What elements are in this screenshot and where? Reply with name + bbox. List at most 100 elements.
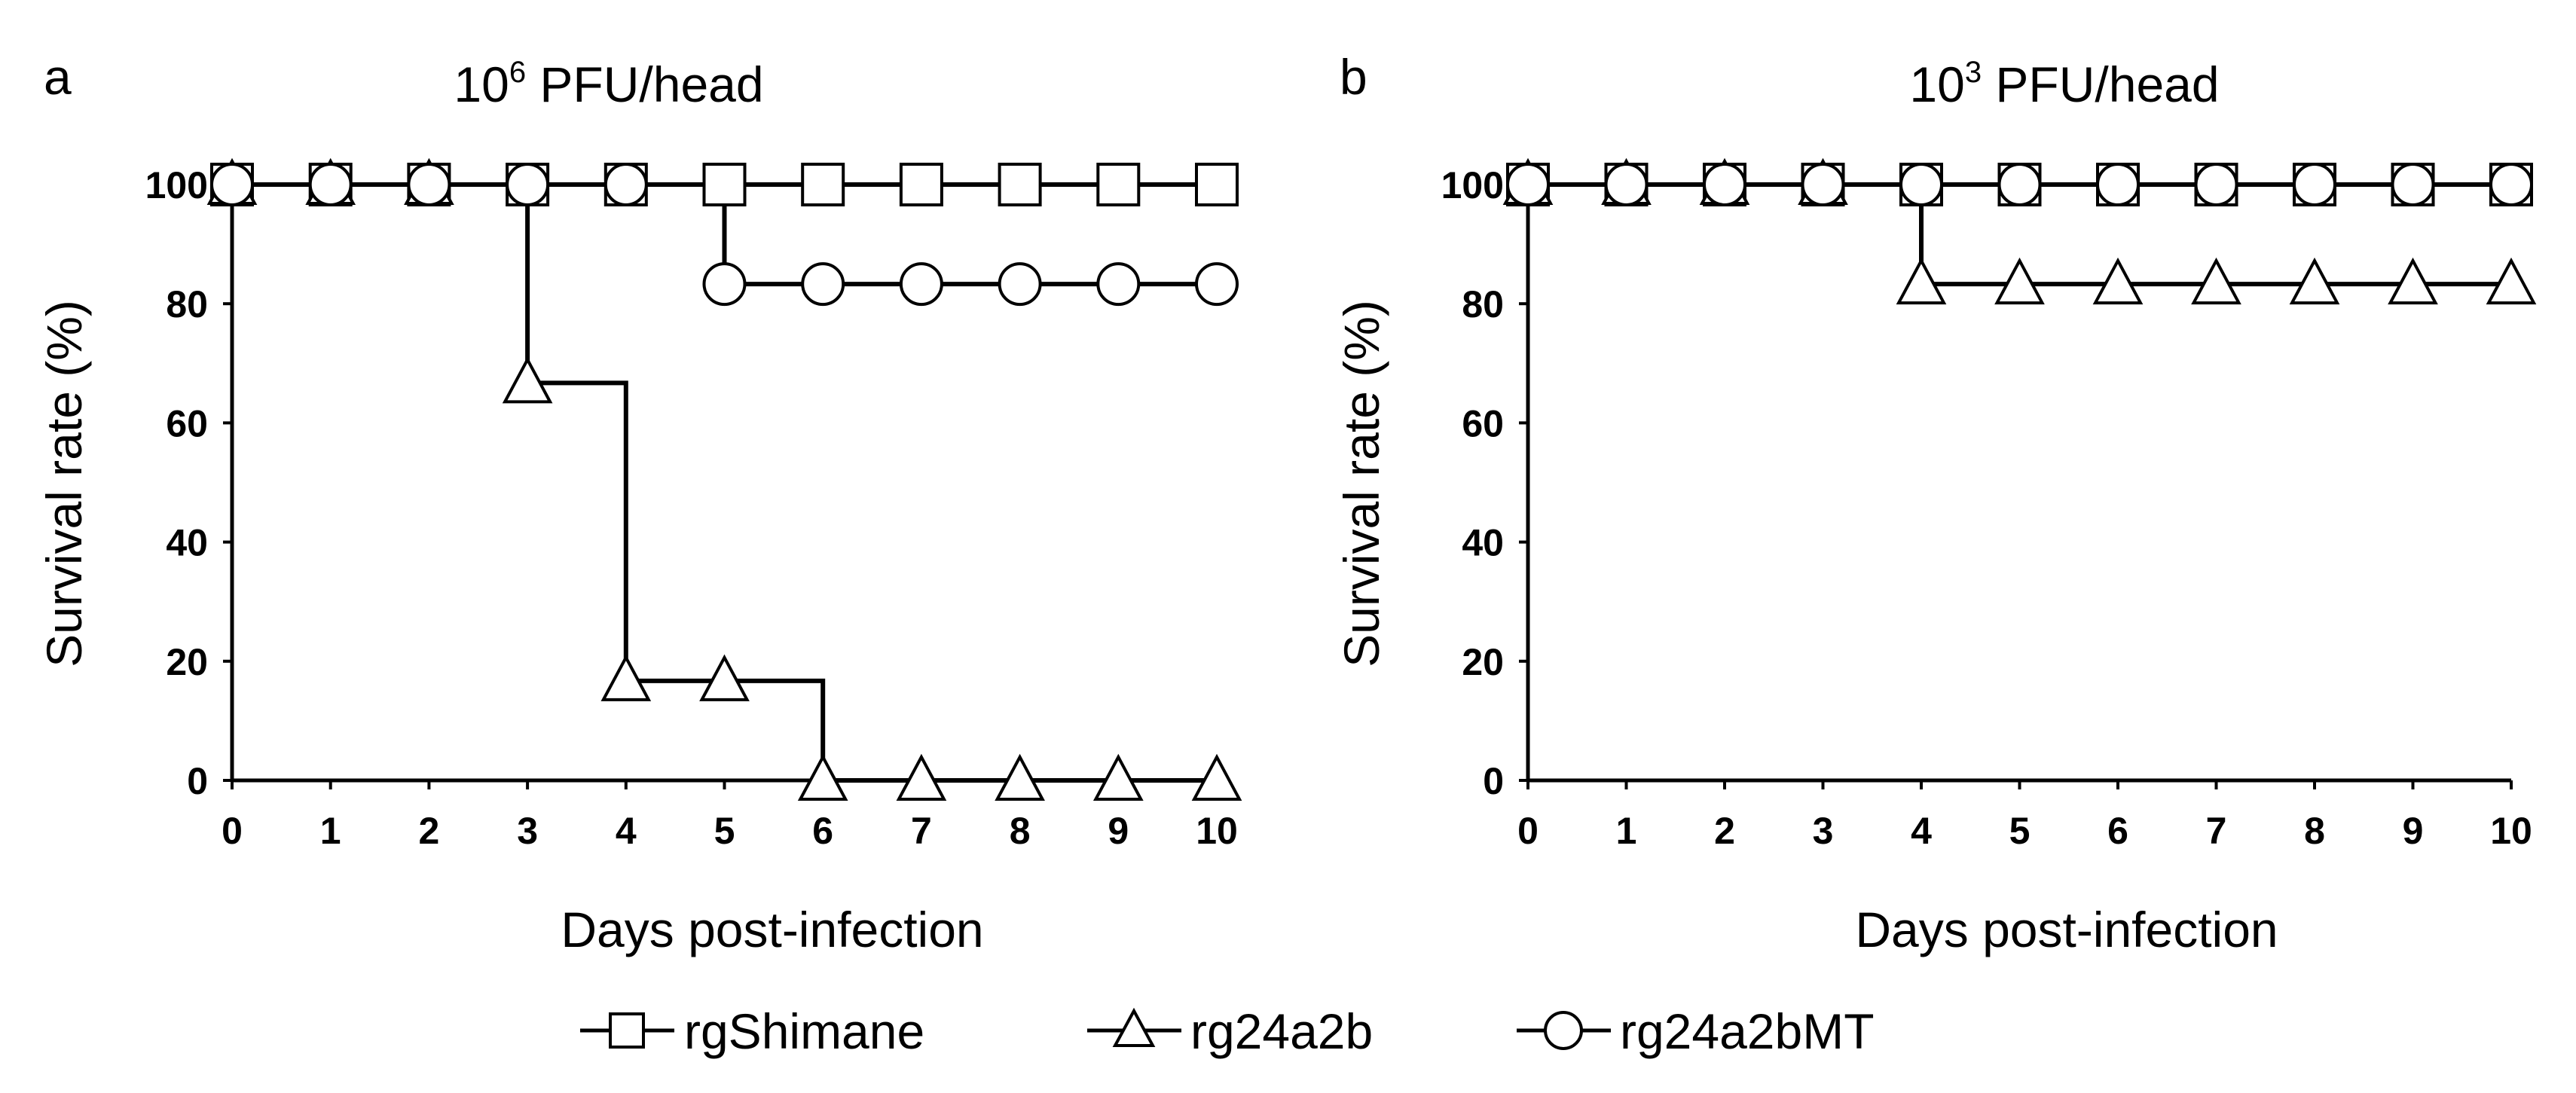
data-point-circle (801, 262, 845, 307)
data-point-circle (506, 163, 550, 206)
legend-item-rg24a2bmt: rg24a2bMT (1517, 1003, 1875, 1059)
data-point-triangle (2388, 257, 2438, 305)
x-tick-label: 5 (2009, 810, 2031, 852)
x-tick-label: 1 (1616, 810, 1637, 852)
x-tick-label: 9 (2403, 810, 2424, 852)
panel-a: a 106 PFU/head Survival rate (%) Days po… (36, 49, 1242, 957)
data-point-circle (308, 163, 353, 206)
data-point-circle (2391, 163, 2435, 206)
data-point-circle (604, 163, 648, 206)
x-tick-label: 0 (222, 810, 243, 852)
data-point-circle (1899, 163, 1943, 206)
x-axis-label: Days post-infection (561, 902, 983, 957)
data-point-triangle (2486, 257, 2537, 305)
data-point-triangle (600, 654, 652, 701)
data-point-circle (1096, 262, 1141, 307)
legend-label: rgShimane (684, 1003, 924, 1059)
series-layer (1502, 157, 2537, 305)
data-point-circle (2293, 163, 2336, 206)
y-tick-label: 20 (1462, 641, 1504, 683)
data-point-triangle (896, 753, 947, 801)
x-tick-label: 3 (517, 810, 538, 852)
data-point-circle (1997, 163, 2042, 206)
axes: 0 20 40 60 80 100 0 1 2 3 4 5 6 7 8 9 10 (145, 164, 1238, 852)
x-tick-label: 4 (1911, 810, 1932, 852)
data-point-circle (210, 163, 254, 206)
y-tick-label: 80 (166, 283, 208, 325)
y-tick-label: 0 (187, 760, 208, 802)
triangle-marker-icon (1112, 1007, 1156, 1047)
panel-letter: b (1340, 49, 1367, 105)
data-point-triangle (995, 753, 1045, 801)
x-tick-label: 6 (812, 810, 833, 852)
x-tick-label: 10 (2490, 810, 2532, 852)
y-tick-label: 60 (1462, 402, 1504, 444)
data-point-triangle (1092, 753, 1144, 801)
y-axis-label: Survival rate (%) (1334, 300, 1389, 667)
y-tick-label: 100 (1441, 164, 1504, 206)
data-point-circle (1506, 163, 1550, 206)
data-point-circle (1195, 262, 1239, 307)
series-rg24a2bmt-markers (210, 163, 1239, 307)
data-point-triangle (2092, 257, 2144, 305)
data-point-square (998, 163, 1042, 206)
data-point-square (1096, 163, 1141, 206)
x-tick-label: 8 (2304, 810, 2325, 852)
x-tick-label: 2 (418, 810, 439, 852)
square-marker-icon (609, 1012, 645, 1049)
data-point-square (899, 163, 943, 206)
series-layer (206, 157, 1242, 801)
x-tick-label: 5 (714, 810, 735, 852)
y-tick-label: 60 (166, 402, 208, 444)
data-point-circle (998, 262, 1042, 307)
legend-item-rg24a2b: rg24a2b (1087, 1003, 1373, 1059)
data-point-circle (1801, 163, 1845, 206)
panel-letter: a (44, 49, 72, 105)
data-point-triangle (1896, 257, 1947, 305)
data-point-triangle (699, 654, 750, 701)
panel-title: 103 PFU/head (1909, 56, 2219, 112)
y-tick-label: 80 (1462, 283, 1504, 325)
y-tick-label: 40 (166, 522, 208, 564)
data-point-circle (2096, 163, 2140, 206)
x-tick-label: 10 (1196, 810, 1238, 852)
legend-label: rg24a2b (1190, 1003, 1373, 1059)
data-point-circle (407, 163, 451, 206)
x-tick-label: 0 (1517, 810, 1539, 852)
data-point-triangle (797, 753, 848, 801)
x-tick-label: 1 (320, 810, 341, 852)
data-point-triangle (502, 356, 553, 404)
data-point-circle (2489, 163, 2533, 206)
y-tick-label: 20 (166, 641, 208, 683)
x-tick-label: 2 (1714, 810, 1735, 852)
axes: 0 20 40 60 80 100 0 1 2 3 4 5 6 7 8 9 10 (1441, 164, 2532, 852)
x-tick-label: 4 (616, 810, 637, 852)
circle-marker-icon (1544, 1011, 1583, 1050)
legend-label: rg24a2bMT (1620, 1003, 1875, 1059)
y-tick-label: 40 (1462, 522, 1504, 564)
data-point-triangle (1994, 257, 2045, 305)
legend-item-rgshimane: rgShimane (580, 1003, 924, 1059)
y-axis-label: Survival rate (%) (36, 300, 92, 667)
x-tick-label: 7 (2206, 810, 2227, 852)
data-point-square (801, 163, 845, 206)
x-tick-label: 6 (2107, 810, 2128, 852)
data-point-triangle (1191, 753, 1242, 801)
x-tick-label: 9 (1108, 810, 1129, 852)
x-tick-label: 7 (911, 810, 932, 852)
x-tick-label: 8 (1010, 810, 1031, 852)
data-point-square (1195, 163, 1239, 206)
x-axis-label: Days post-infection (1855, 902, 2278, 957)
y-tick-label: 0 (1483, 760, 1504, 802)
data-point-circle (1604, 163, 1649, 206)
panel-title: 106 PFU/head (454, 56, 763, 112)
panel-b: b 103 PFU/head Survival rate (%) Days po… (1334, 49, 2537, 957)
data-point-triangle (2191, 257, 2241, 305)
data-point-circle (1703, 163, 1746, 206)
y-tick-label: 100 (145, 164, 208, 206)
data-point-square (702, 163, 747, 206)
x-tick-label: 3 (1813, 810, 1834, 852)
data-point-circle (899, 262, 943, 307)
legend: rgShimane rg24a2b rg24a2bMT (580, 1003, 1875, 1059)
